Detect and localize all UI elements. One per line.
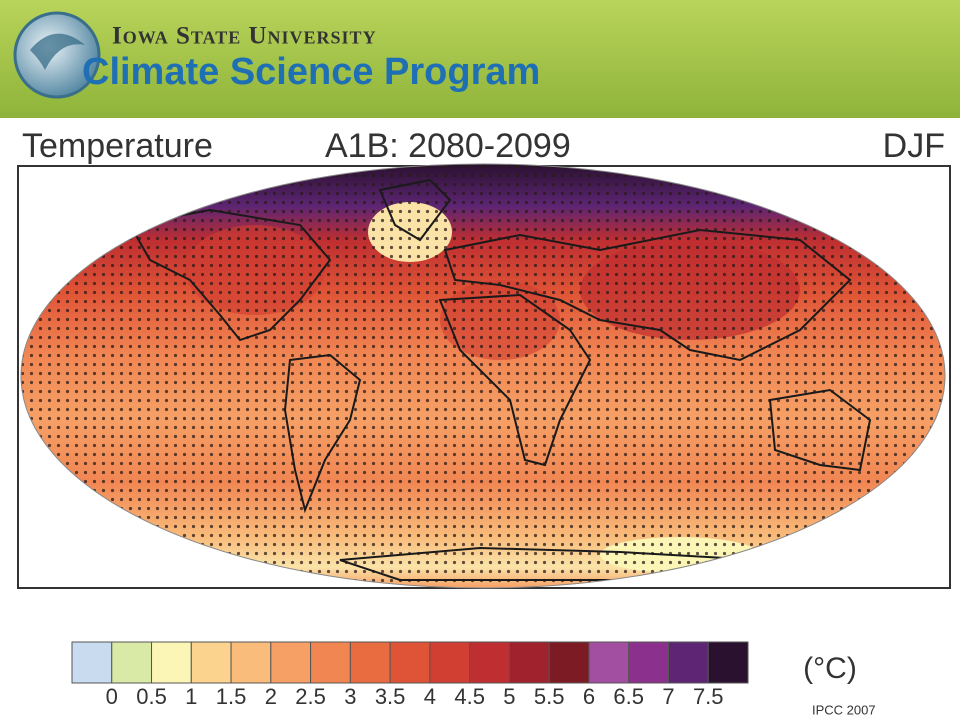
header-bar <box>0 0 960 118</box>
colorbar-tick-label: 5.5 <box>534 684 565 709</box>
colorbar-swatch <box>548 641 590 684</box>
colorbar-tick-label: 7 <box>662 684 674 709</box>
colorbar-swatch <box>190 641 232 684</box>
logo <box>13 11 101 99</box>
map-season: DJF <box>883 127 945 165</box>
colorbar-tick-label: 1 <box>185 684 197 709</box>
colorbar-tick-label: 3.5 <box>375 684 406 709</box>
program-name: Climate Science Program <box>82 51 540 93</box>
colorbar-swatch <box>111 641 153 684</box>
colorbar-swatch <box>230 641 272 684</box>
colorbar-swatch <box>667 641 709 684</box>
university-name: Iowa State University <box>112 23 377 50</box>
logo-swirl <box>30 33 85 70</box>
colorbar-tick-label: 5 <box>503 684 515 709</box>
colorbar: 0 0.5 1 1.5 2 2.5 3 3.5 4 4.5 5 5.5 6 6.5 7 7.5 <box>71 641 749 709</box>
colorbar-tick-label: 0 <box>106 684 118 709</box>
source: IPCC 2007 <box>812 702 876 717</box>
colorbar-tick-label: 2 <box>265 684 277 709</box>
colorbar-swatch <box>71 641 113 684</box>
colorbar-swatch <box>151 641 192 684</box>
globe-outline <box>20 163 946 589</box>
colorbar-swatch <box>270 641 312 684</box>
colorbar-tick-label: 3 <box>344 684 356 709</box>
colorbar-swatch <box>588 641 630 684</box>
colorbar-swatch <box>389 641 431 684</box>
globe <box>21 164 945 588</box>
colorbar-swatch <box>349 641 391 684</box>
colorbar-tick-label: 0.5 <box>136 684 167 709</box>
colorbar-tick-label: 2.5 <box>295 684 326 709</box>
colorbar-tick-label: 4 <box>424 684 436 709</box>
colorbar-tick-label: 1.5 <box>216 684 247 709</box>
map-scenario: A1B: 2080-2099 <box>325 127 571 165</box>
colorbar-swatch <box>508 641 550 684</box>
colorbar-tick-label: 7.5 <box>693 684 724 709</box>
colorbar-tick-label: 6.5 <box>613 684 644 709</box>
map-title: Temperature <box>22 127 213 165</box>
colorbar-swatch <box>469 641 510 684</box>
colorbar-swatch <box>707 641 749 684</box>
colorbar-tick-label: 6 <box>583 684 595 709</box>
colorbar-swatch <box>628 641 669 684</box>
legend-unit: (°C) <box>803 652 857 685</box>
colorbar-swatch <box>429 641 471 684</box>
colorbar-swatch <box>310 641 351 684</box>
colorbar-tick-label: 4.5 <box>454 684 485 709</box>
